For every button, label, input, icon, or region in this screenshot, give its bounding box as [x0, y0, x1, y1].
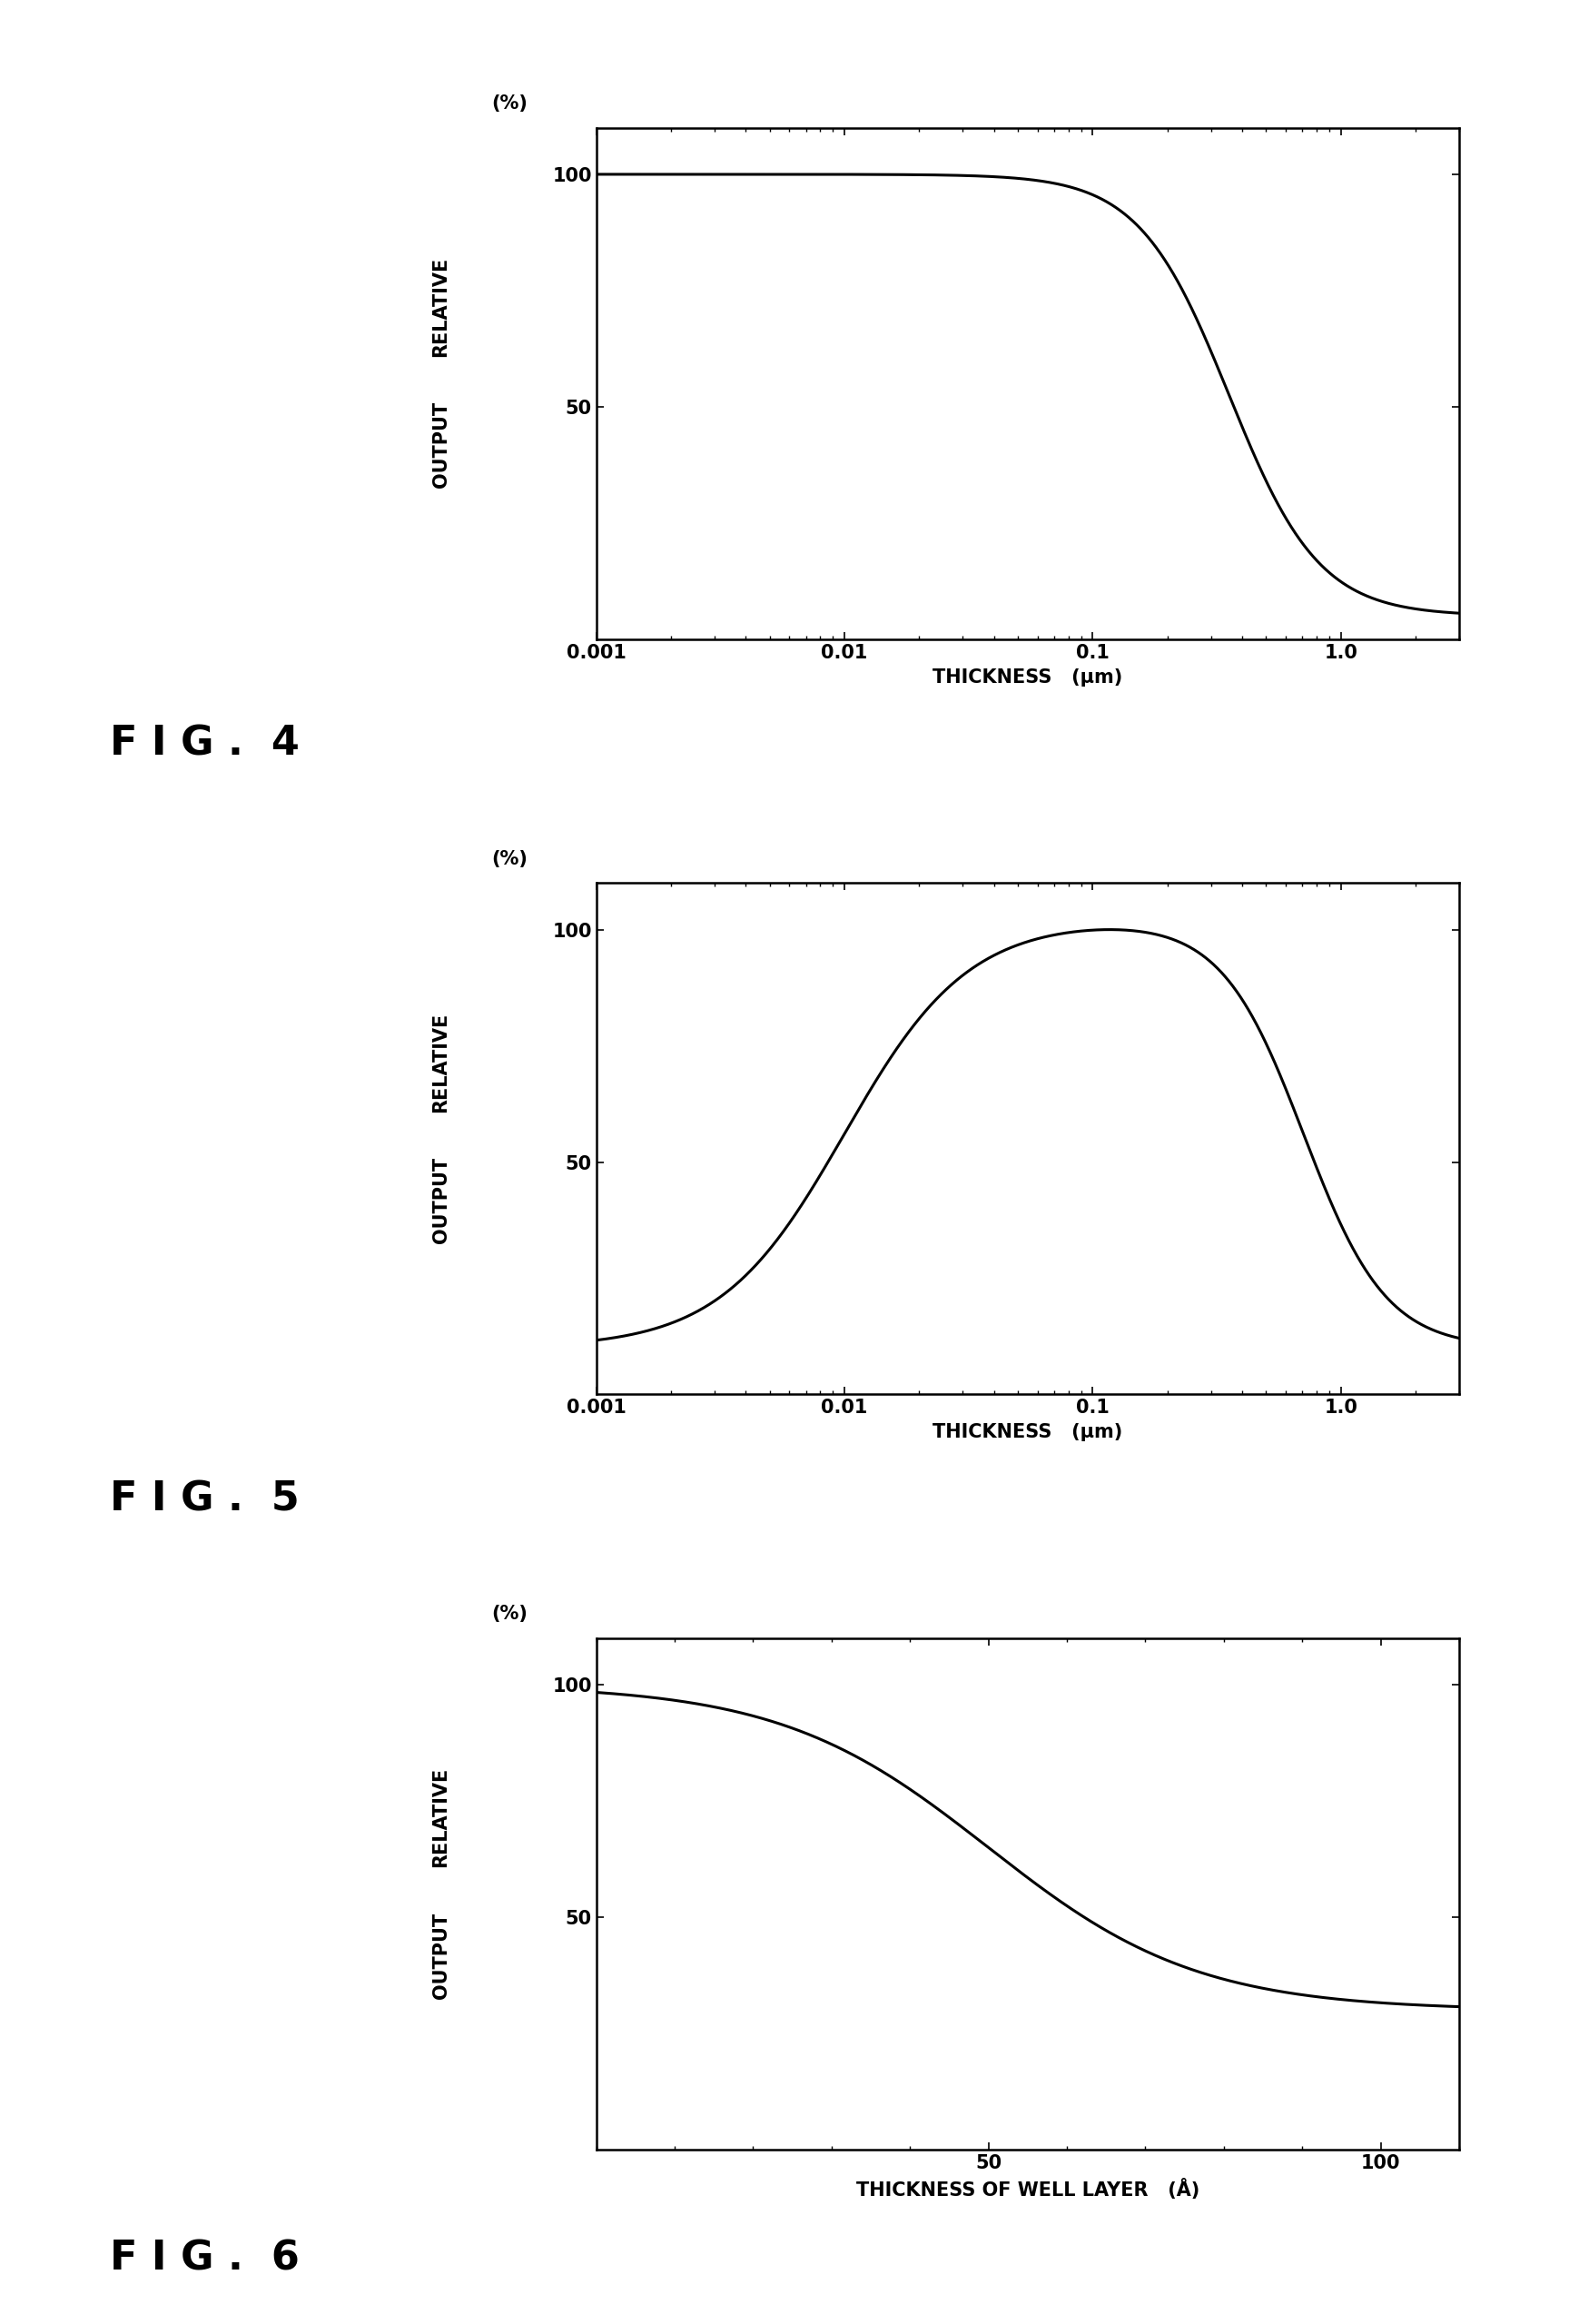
- Text: RELATIVE: RELATIVE: [431, 256, 450, 358]
- Text: OUTPUT: OUTPUT: [431, 1157, 450, 1243]
- Text: RELATIVE: RELATIVE: [431, 1011, 450, 1113]
- Text: (%): (%): [491, 851, 529, 867]
- X-axis label: THICKNESS   (μm): THICKNESS (μm): [932, 667, 1123, 686]
- Text: OUTPUT: OUTPUT: [431, 402, 450, 488]
- Text: (%): (%): [491, 1606, 529, 1622]
- Text: F I G .  4: F I G . 4: [110, 725, 300, 762]
- Text: RELATIVE: RELATIVE: [431, 1766, 450, 1868]
- Text: F I G .  6: F I G . 6: [110, 2240, 300, 2278]
- Text: (%): (%): [491, 95, 529, 112]
- Text: OUTPUT: OUTPUT: [431, 1913, 450, 1999]
- X-axis label: THICKNESS   (μm): THICKNESS (μm): [932, 1422, 1123, 1441]
- Text: F I G .  5: F I G . 5: [110, 1480, 300, 1518]
- X-axis label: THICKNESS OF WELL LAYER   (Å): THICKNESS OF WELL LAYER (Å): [857, 2178, 1199, 2199]
